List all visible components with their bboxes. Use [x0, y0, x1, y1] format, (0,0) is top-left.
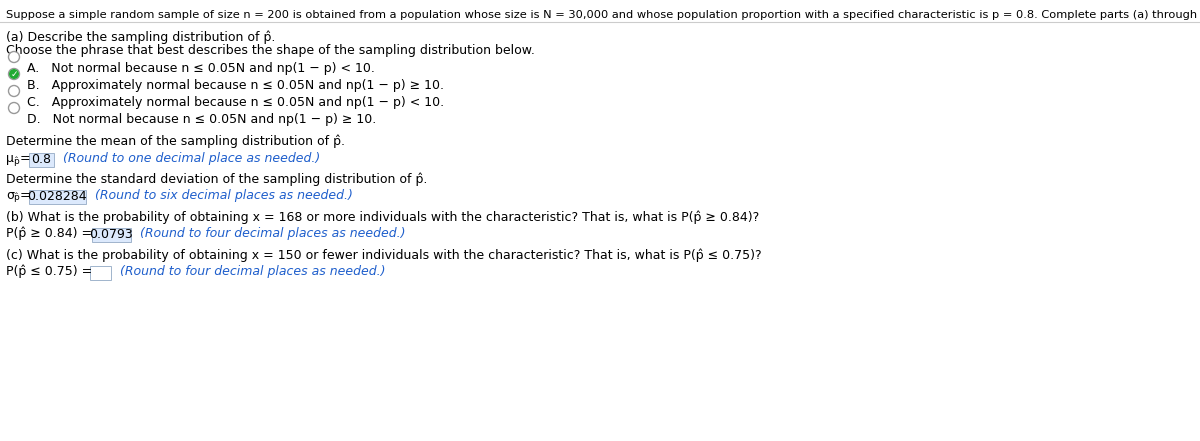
Text: (b) What is the probability of obtaining x = 168 or more individuals with the ch: (b) What is the probability of obtaining… [6, 210, 760, 224]
Text: Suppose a simple random sample of size n = 200 is obtained from a population who: Suppose a simple random sample of size n… [6, 10, 1200, 20]
Circle shape [8, 86, 19, 97]
Text: ✓: ✓ [11, 70, 18, 78]
Text: σ: σ [6, 189, 14, 202]
Text: 0.028284: 0.028284 [28, 190, 86, 203]
Text: Determine the mean of the sampling distribution of p̂.: Determine the mean of the sampling distr… [6, 135, 346, 149]
Text: 0.8: 0.8 [31, 153, 50, 166]
FancyBboxPatch shape [91, 228, 131, 242]
Text: A.   Not normal because n ≤ 0.05N and np(1 − p) < 10.: A. Not normal because n ≤ 0.05N and np(1… [28, 62, 374, 75]
Text: C.   Approximately normal because n ≤ 0.05N and np(1 − p) < 10.: C. Approximately normal because n ≤ 0.05… [28, 96, 444, 109]
Text: (Round to four decimal places as needed.): (Round to four decimal places as needed.… [132, 227, 406, 240]
Text: (Round to four decimal places as needed.): (Round to four decimal places as needed.… [112, 265, 385, 278]
Text: (Round to six decimal places as needed.): (Round to six decimal places as needed.) [88, 189, 353, 202]
FancyBboxPatch shape [90, 265, 110, 280]
Text: =: = [20, 189, 31, 202]
Text: D.   Not normal because n ≤ 0.05N and np(1 − p) ≥ 10.: D. Not normal because n ≤ 0.05N and np(1… [28, 113, 377, 126]
Text: P(p̂ ≤ 0.75) =: P(p̂ ≤ 0.75) = [6, 265, 96, 279]
Text: (Round to one decimal place as needed.): (Round to one decimal place as needed.) [55, 152, 320, 165]
FancyBboxPatch shape [29, 190, 85, 203]
Text: Determine the standard deviation of the sampling distribution of p̂.: Determine the standard deviation of the … [6, 172, 427, 186]
Text: (a) Describe the sampling distribution of p̂.: (a) Describe the sampling distribution o… [6, 30, 275, 44]
Text: μ: μ [6, 152, 14, 165]
Circle shape [8, 102, 19, 113]
Text: =: = [20, 152, 31, 165]
FancyBboxPatch shape [29, 153, 54, 167]
Text: B.   Approximately normal because n ≤ 0.05N and np(1 − p) ≥ 10.: B. Approximately normal because n ≤ 0.05… [28, 79, 444, 92]
Text: 0.0793: 0.0793 [89, 228, 133, 241]
Text: p̂: p̂ [13, 193, 19, 202]
Text: Choose the phrase that best describes the shape of the sampling distribution bel: Choose the phrase that best describes th… [6, 44, 535, 57]
Circle shape [8, 52, 19, 63]
Text: p̂: p̂ [13, 156, 19, 165]
Text: P(p̂ ≥ 0.84) =: P(p̂ ≥ 0.84) = [6, 227, 96, 240]
Text: (c) What is the probability of obtaining x = 150 or fewer individuals with the c: (c) What is the probability of obtaining… [6, 248, 762, 262]
Circle shape [10, 69, 19, 79]
Circle shape [8, 68, 19, 79]
